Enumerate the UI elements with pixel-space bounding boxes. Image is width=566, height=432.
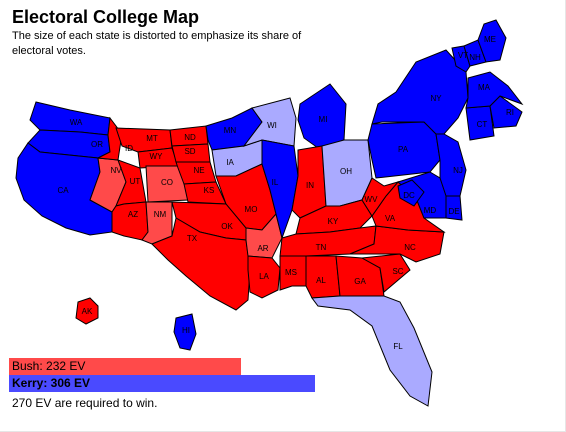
state-nd[interactable] (169, 125, 209, 147)
state-la[interactable] (247, 255, 281, 299)
state-al[interactable] (305, 255, 341, 299)
state-ar[interactable] (245, 212, 283, 259)
kerry-ev-bar (9, 375, 315, 392)
state-ak[interactable] (75, 297, 99, 325)
state-hi[interactable] (173, 313, 197, 351)
state-in[interactable] (291, 145, 327, 219)
state-fl[interactable] (311, 295, 433, 407)
state-ma[interactable] (465, 71, 524, 109)
state-sc[interactable] (360, 253, 411, 293)
state-ct[interactable] (465, 105, 495, 141)
state-mt[interactable] (115, 127, 173, 153)
state-pa[interactable] (367, 121, 441, 179)
state-dc[interactable] (397, 179, 425, 207)
map-title: Electoral College Map (12, 7, 200, 27)
bush-ev-bar (9, 358, 241, 375)
state-az[interactable] (111, 201, 149, 241)
state-ny[interactable] (371, 49, 469, 135)
kerry-ev-label: Kerry: 306 EV (12, 376, 91, 390)
required-ev-note: 270 EV are required to win. (12, 396, 158, 410)
map-subtitle: The size of each state is distorted to e… (12, 30, 302, 57)
bush-ev-label: Bush: 232 EV (12, 359, 86, 373)
state-ms[interactable] (279, 255, 307, 291)
state-sd[interactable] (171, 143, 211, 163)
state-me[interactable] (477, 19, 507, 63)
state-mi[interactable] (297, 83, 347, 149)
state-wy[interactable] (137, 147, 179, 169)
